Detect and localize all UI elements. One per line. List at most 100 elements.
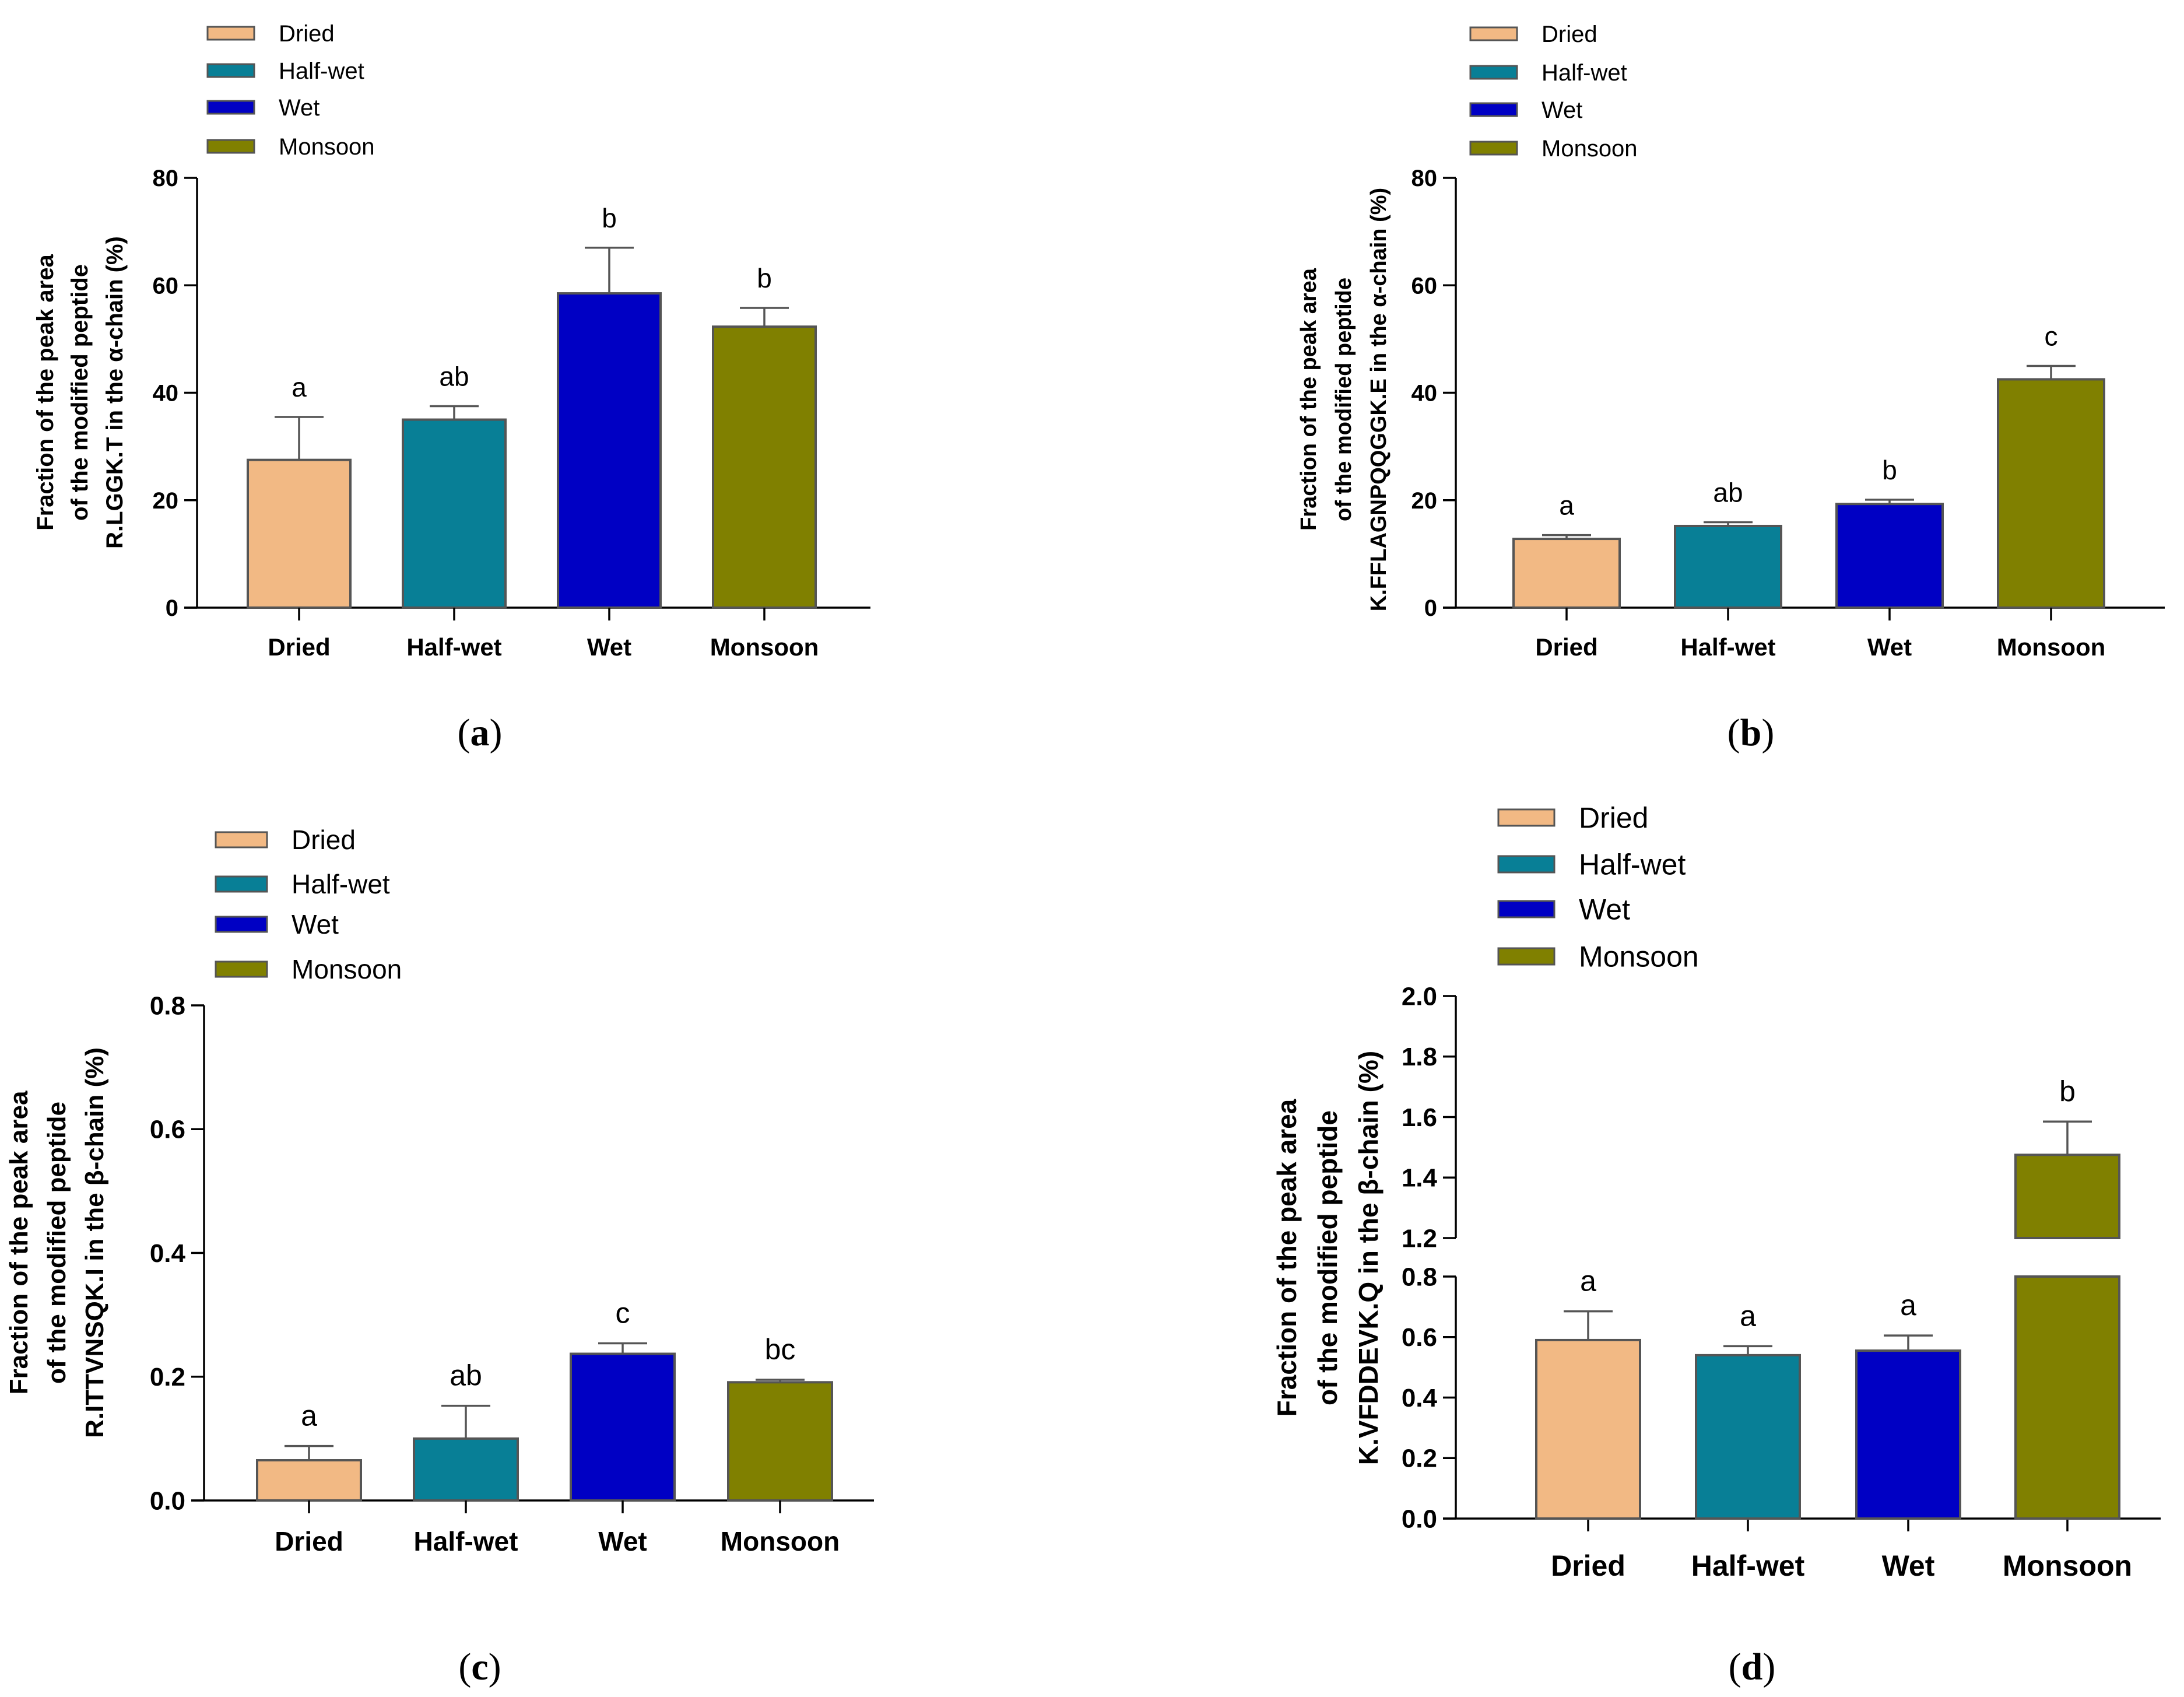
y-tick-label: 40 <box>153 381 179 406</box>
y-axis-label: Fraction of the peak area <box>5 1091 33 1394</box>
legend-swatch-monsoon <box>1469 141 1518 156</box>
bar-wet <box>557 292 662 609</box>
legend-swatch-dried <box>206 26 255 41</box>
significance-label: a <box>292 372 307 402</box>
y-tick-label: 0.4 <box>1402 1384 1438 1412</box>
bar-half-wet <box>1695 1354 1801 1520</box>
y-tick-label: 20 <box>1411 488 1438 514</box>
y-tick-label: 1.8 <box>1402 1043 1437 1071</box>
legend-label: Monsoon <box>1579 941 1699 973</box>
x-tick-label: Monsoon <box>1997 633 2106 661</box>
significance-label: a <box>301 1400 317 1432</box>
y-axis-label: Fraction of the peak area <box>1272 1099 1302 1416</box>
y-tick-label: 0.0 <box>150 1486 185 1515</box>
y-axis-label: Fraction of the peak area <box>1297 268 1321 531</box>
x-tick-label: Half-wet <box>1680 633 1775 661</box>
x-tick-label: Monsoon <box>721 1526 840 1556</box>
legend-label: Dried <box>1579 802 1648 835</box>
legend-swatch-monsoon <box>206 139 255 154</box>
bar-dried <box>256 1459 362 1502</box>
significance-label: c <box>2045 321 2058 351</box>
significance-label: b <box>1882 455 1897 485</box>
legend-swatch-wet <box>1469 102 1518 117</box>
legend-label: Wet <box>1579 893 1630 926</box>
y-tick-label: 1.2 <box>1402 1224 1437 1253</box>
legend-label: Wet <box>1542 97 1582 123</box>
x-tick-label: Wet <box>587 633 631 661</box>
bar-monsoon-upper <box>2014 1153 2120 1239</box>
y-tick-label: 0 <box>166 595 178 621</box>
y-axis-label: of the modified peptide <box>1312 1110 1343 1405</box>
chart-panel-a: Dried Half-wet Wet Monsoon Fraction of the p… <box>33 21 870 754</box>
legend-swatch-half-wet <box>1497 855 1556 874</box>
x-tick-label: Wet <box>598 1526 647 1556</box>
legend-label: Half-wet <box>1542 60 1627 86</box>
bar-monsoon <box>727 1381 833 1502</box>
chart-panel-c: Dried Half-wet Wet Monsoon Fraction of the p… <box>5 825 874 1688</box>
significance-label: a <box>1740 1299 1756 1332</box>
significance-label: a <box>1580 1265 1596 1298</box>
bar-dried <box>247 458 352 609</box>
y-tick-label: 20 <box>153 488 179 514</box>
significance-label: ab <box>1713 478 1743 508</box>
x-tick-label: Half-wet <box>406 633 501 661</box>
significance-label: b <box>757 263 772 293</box>
y-tick-label: 0.8 <box>1402 1263 1437 1291</box>
y-axis-label: Fraction of the peak area <box>33 254 58 531</box>
panel-label: (a) <box>458 711 503 754</box>
panel-label: (c) <box>458 1646 501 1688</box>
legend-swatch-half-wet <box>215 875 268 893</box>
y-tick-label: 1.6 <box>1402 1103 1437 1132</box>
legend-label: Wet <box>279 95 319 121</box>
y-axis-label: K.FFLAGNPQQGGK.E in the α-chain (%) <box>1367 188 1391 611</box>
y-tick-label: 0.6 <box>1402 1323 1437 1352</box>
y-axis-label: of the modified peptide <box>43 1102 71 1384</box>
legend-swatch-monsoon <box>1497 947 1556 966</box>
y-axis-label: R.ITTVNSQK.I in the β-chain (%) <box>80 1047 109 1438</box>
chart-panel-d: Dried Half-wet Wet Monsoon Fraction of the p… <box>1272 802 2161 1688</box>
legend-swatch-wet <box>1497 900 1556 918</box>
panel-label: (b) <box>1727 711 1775 754</box>
significance-label: ab <box>450 1359 482 1392</box>
bar-half-wet <box>1674 524 1782 609</box>
significance-label: c <box>616 1296 630 1329</box>
legend-label: Half-wet <box>1579 848 1686 881</box>
x-tick-label: Monsoon <box>710 633 819 661</box>
y-tick-label: 40 <box>1411 381 1438 406</box>
panel-label: (d) <box>1729 1646 1776 1688</box>
legend-label: Monsoon <box>1542 136 1638 162</box>
y-tick-label: 0 <box>1424 595 1437 621</box>
legend-swatch-monsoon <box>215 960 268 978</box>
y-tick-label: 0.6 <box>150 1116 185 1144</box>
x-tick-label: Monsoon <box>2003 1549 2132 1582</box>
bar-wet <box>570 1352 676 1502</box>
bar-wet <box>1855 1349 1961 1520</box>
y-axis-label: R.LGGK.T in the α-chain (%) <box>102 236 128 549</box>
y-tick-label: 0.4 <box>150 1239 186 1268</box>
legend-label: Wet <box>292 909 339 939</box>
x-tick-label: Dried <box>1551 1549 1625 1582</box>
legend-label: Half-wet <box>292 869 390 899</box>
significance-label: bc <box>765 1333 796 1366</box>
x-tick-label: Half-wet <box>414 1526 518 1556</box>
bar-monsoon-lower <box>2014 1275 2120 1520</box>
significance-label: b <box>2059 1075 2076 1107</box>
legend-swatch-half-wet <box>206 63 255 78</box>
y-tick-label: 0.2 <box>150 1363 185 1391</box>
x-tick-label: Wet <box>1867 633 1912 661</box>
legend-label: Dried <box>1542 22 1597 47</box>
y-axis-label: K.VFDDEVK.Q in the β-chain (%) <box>1353 1051 1384 1465</box>
y-tick-label: 80 <box>1411 166 1438 191</box>
bar-half-wet <box>402 418 507 609</box>
y-tick-label: 80 <box>153 166 179 191</box>
significance-label: a <box>1900 1289 1916 1321</box>
chart-panel-b: Dried Half-wet Wet Monsoon Fraction of the p… <box>1297 22 2165 754</box>
legend-swatch-half-wet <box>1469 65 1518 80</box>
legend-label: Half-wet <box>279 58 364 84</box>
x-tick-label: Wet <box>1882 1549 1935 1582</box>
legend-swatch-wet <box>215 916 268 933</box>
legend-label: Monsoon <box>279 134 375 160</box>
significance-label: b <box>602 203 617 233</box>
y-tick-label: 2.0 <box>1402 982 1437 1011</box>
